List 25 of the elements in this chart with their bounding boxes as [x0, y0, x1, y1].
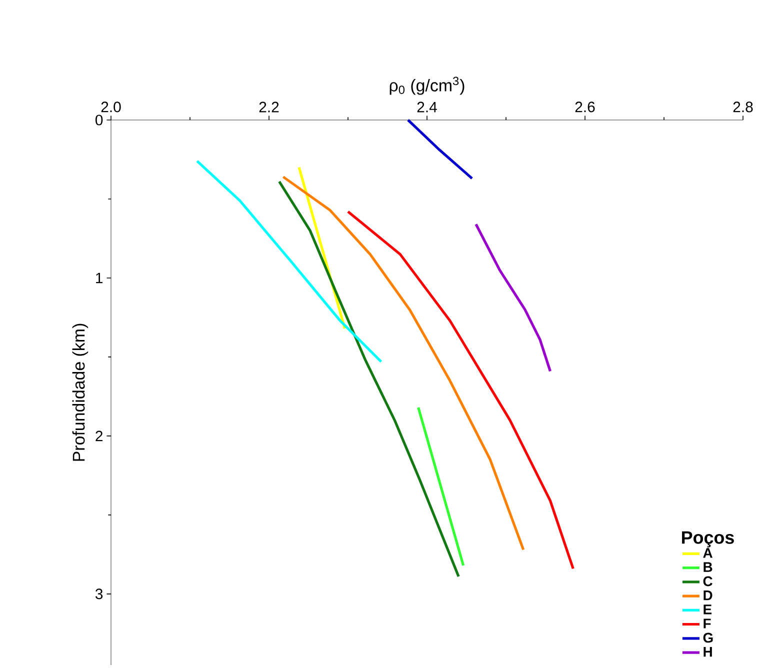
legend-label: D: [704, 590, 712, 600]
x-axis-title: ρ$_{0}$ (g/cm$^{3}$): [390, 76, 464, 95]
y-axis-title: Profundidade (km): [72, 324, 88, 461]
y-tick-label: 3: [95, 588, 103, 600]
y-tick-label: 0: [95, 114, 103, 126]
x-tick-label: 2.8: [733, 102, 753, 112]
legend-label: A: [703, 548, 712, 558]
legend-label: F: [704, 618, 711, 628]
y-tick-label: 2: [96, 430, 102, 442]
legend-title: Poços: [682, 531, 734, 548]
x-tick-label: 2.4: [417, 102, 437, 112]
legend-label: E: [704, 604, 712, 614]
legend-label: H: [704, 647, 712, 657]
legend-label: G: [703, 632, 713, 643]
x-tick-label: 2.0: [101, 102, 121, 112]
line-series: [346, 210, 574, 570]
x-tick-label: 2.2: [259, 102, 279, 112]
line-series: [278, 180, 460, 578]
x-tick-label: 2.6: [575, 102, 595, 112]
legend-label: C: [703, 576, 712, 586]
y-tick-label: 1: [96, 272, 102, 284]
legend-label: B: [704, 562, 712, 572]
line-series: [282, 176, 525, 551]
line-series: [474, 222, 552, 372]
line-series: [196, 160, 382, 363]
